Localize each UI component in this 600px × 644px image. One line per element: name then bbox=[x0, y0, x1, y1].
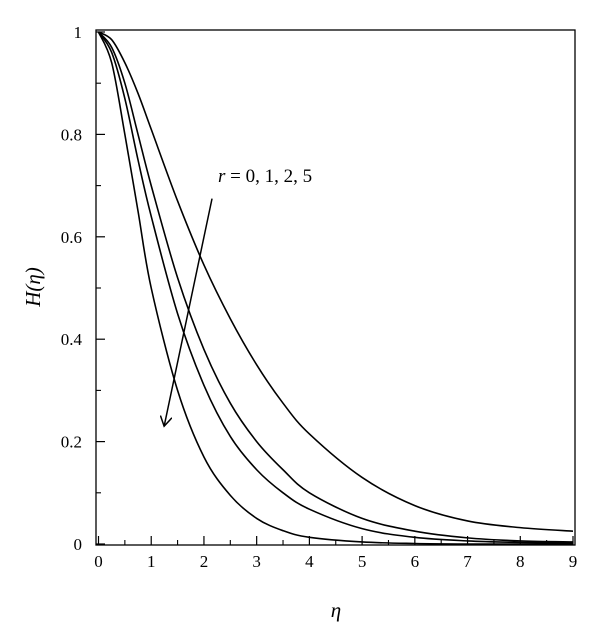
x-tick-label: 5 bbox=[358, 552, 367, 571]
annotation-arrow bbox=[164, 198, 213, 427]
x-tick-label: 1 bbox=[147, 552, 156, 571]
y-tick-label: 0.8 bbox=[61, 125, 82, 144]
series-lines bbox=[97, 31, 574, 545]
parameter-annotation: r = 0, 1, 2, 5 bbox=[218, 166, 312, 187]
y-axis-ticks: 0 0.2 0.4 0.6 0.8 1 bbox=[61, 23, 105, 554]
y-tick-label: 0.4 bbox=[61, 330, 83, 349]
x-tick-label: 0 bbox=[94, 552, 103, 571]
annotation-variable: r bbox=[218, 166, 226, 187]
series-line-4 bbox=[97, 31, 573, 545]
series-line-3 bbox=[97, 31, 574, 544]
plot-frame bbox=[95, 29, 576, 546]
x-axis-ticks: 0 1 2 3 4 5 6 7 8 9 bbox=[94, 536, 577, 571]
y-tick-label: 0 bbox=[74, 535, 83, 554]
x-tick-label: 4 bbox=[305, 552, 314, 571]
x-tick-label: 2 bbox=[200, 552, 209, 571]
y-tick-label: 0.2 bbox=[61, 433, 82, 452]
series-line-1 bbox=[98, 31, 574, 532]
y-tick-label: 0.6 bbox=[61, 228, 82, 247]
x-tick-label: 6 bbox=[411, 552, 420, 571]
series-line-2 bbox=[97, 31, 574, 543]
y-axis-title: H(η) bbox=[21, 267, 45, 308]
x-tick-label: 8 bbox=[516, 552, 525, 571]
annotation-values: = 0, 1, 2, 5 bbox=[225, 166, 312, 187]
x-tick-label: 7 bbox=[463, 552, 472, 571]
x-tick-label: 9 bbox=[569, 552, 578, 571]
y-tick-label: 1 bbox=[74, 23, 83, 42]
x-axis-title: η bbox=[331, 598, 341, 622]
x-tick-label: 3 bbox=[252, 552, 261, 571]
